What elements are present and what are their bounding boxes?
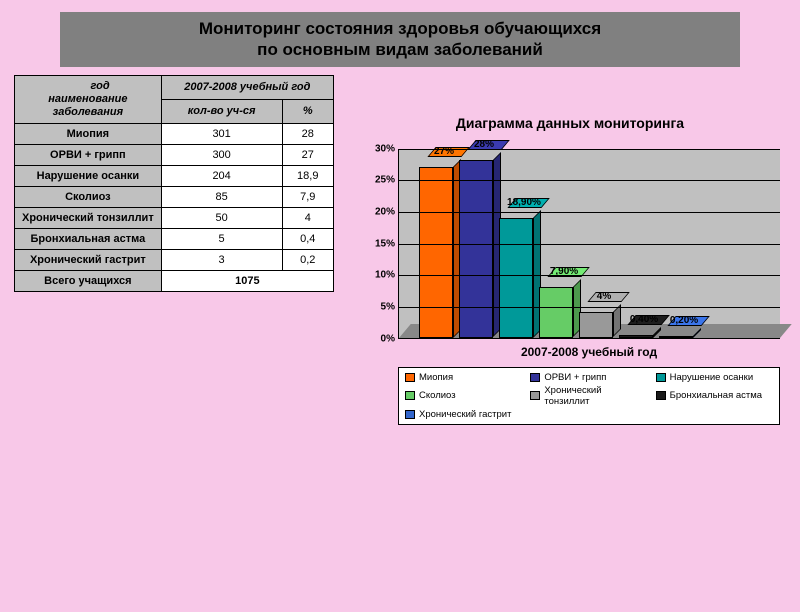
legend-item: Миопия xyxy=(405,372,522,383)
legend-label: Миопия xyxy=(419,372,453,383)
row-pct: 4 xyxy=(282,208,334,229)
legend-swatch xyxy=(656,373,666,382)
table-row: Миопия30128 xyxy=(15,124,334,145)
grid-line xyxy=(399,307,780,308)
col-pct-header: % xyxy=(282,99,334,123)
table-row: ОРВИ + грипп30027 xyxy=(15,145,334,166)
grid-line xyxy=(399,149,780,150)
table-row: Хронический тонзиллит504 xyxy=(15,208,334,229)
row-pct: 27 xyxy=(282,145,334,166)
bar: 27% xyxy=(419,148,453,338)
table-body: Миопия30128ОРВИ + грипп30027Нарушение ос… xyxy=(15,124,334,271)
legend-swatch xyxy=(405,410,415,419)
title-bar: Мониторинг состояния здоровья обучающихс… xyxy=(60,12,740,67)
row-pct: 28 xyxy=(282,124,334,145)
y-tick-label: 0% xyxy=(363,333,395,344)
chart-title: Диаграмма данных мониторинга xyxy=(354,115,786,131)
bar-front xyxy=(579,312,613,337)
title-line-1: Мониторинг состояния здоровья обучающихс… xyxy=(199,19,601,38)
bar: 0,40% xyxy=(619,148,653,338)
legend-item: Бронхиальная астма xyxy=(656,385,773,407)
legend-swatch xyxy=(405,373,415,382)
bar: 18,90% xyxy=(499,148,533,338)
bar-front xyxy=(619,335,653,338)
y-tick-label: 5% xyxy=(363,301,395,312)
chart-panel: Диаграмма данных мониторинга 27%28%18,90… xyxy=(354,75,786,425)
row-pct: 0,2 xyxy=(282,250,334,271)
row-count: 204 xyxy=(161,166,282,187)
y-tick-label: 15% xyxy=(363,238,395,249)
legend-label: ОРВИ + грипп xyxy=(544,372,606,383)
bar-front xyxy=(419,167,453,338)
row-count: 5 xyxy=(161,229,282,250)
corner-header: год наименование заболевания xyxy=(15,75,162,124)
y-tick-label: 25% xyxy=(363,175,395,186)
data-table: год наименование заболевания 2007-2008 у… xyxy=(14,75,334,293)
legend-swatch xyxy=(656,391,666,400)
grid-line xyxy=(399,244,780,245)
legend-label: Хронический тонзиллит xyxy=(544,385,647,407)
legend-label: Нарушение осанки xyxy=(670,372,753,383)
row-pct: 7,9 xyxy=(282,187,334,208)
table-row: Бронхиальная астма50,4 xyxy=(15,229,334,250)
bar: 7,90% xyxy=(539,148,573,338)
y-tick-label: 20% xyxy=(363,206,395,217)
bar-front xyxy=(499,218,533,338)
row-count: 300 xyxy=(161,145,282,166)
row-name: Хронический тонзиллит xyxy=(15,208,162,229)
row-name: Миопия xyxy=(15,124,162,145)
bar-front xyxy=(539,287,573,337)
row-count: 3 xyxy=(161,250,282,271)
row-pct: 0,4 xyxy=(282,229,334,250)
row-pct: 18,9 xyxy=(282,166,334,187)
row-name: Хронический гастрит xyxy=(15,250,162,271)
grid-line xyxy=(399,212,780,213)
total-value: 1075 xyxy=(161,271,333,292)
legend-label: Бронхиальная астма xyxy=(670,390,762,401)
chart-plot: 27%28%18,90%7,90%4%0,40%0,20% 0%5%10%15%… xyxy=(398,149,780,339)
bar-value-label: 0,20% xyxy=(649,315,719,326)
legend-label: Сколиоз xyxy=(419,390,456,401)
row-name: Сколиоз xyxy=(15,187,162,208)
legend-swatch xyxy=(530,373,540,382)
legend-item: Хронический тонзиллит xyxy=(530,385,647,407)
table-row: Нарушение осанки20418,9 xyxy=(15,166,334,187)
table-row: Хронический гастрит30,2 xyxy=(15,250,334,271)
row-count: 50 xyxy=(161,208,282,229)
title-line-2: по основным видам заболеваний xyxy=(257,40,543,59)
legend-swatch xyxy=(530,391,540,400)
bar: 28% xyxy=(459,148,493,338)
chart-wrap: 27%28%18,90%7,90%4%0,40%0,20% 0% 5% 10% 15%… xyxy=(360,149,780,425)
row-name: ОРВИ + грипп xyxy=(15,145,162,166)
grid-line xyxy=(399,180,780,181)
y-tick-label: 10% xyxy=(363,270,395,281)
bar-front xyxy=(459,160,493,337)
total-label: Всего учащихся xyxy=(15,271,162,292)
bar: 4% xyxy=(579,148,613,338)
legend-item: Нарушение осанки xyxy=(656,372,773,383)
col-count-header: кол-во уч-ся xyxy=(161,99,282,123)
table-row: Сколиоз857,9 xyxy=(15,187,334,208)
grid-line xyxy=(399,275,780,276)
chart-x-label: 2007-2008 учебный год xyxy=(398,345,780,359)
legend-item: ОРВИ + грипп xyxy=(530,372,647,383)
legend-item: Сколиоз xyxy=(405,385,522,407)
row-name: Бронхиальная астма xyxy=(15,229,162,250)
row-count: 85 xyxy=(161,187,282,208)
page-title: Мониторинг состояния здоровья обучающихс… xyxy=(70,18,730,61)
legend-swatch xyxy=(405,391,415,400)
legend-item: Хронический гастрит xyxy=(405,409,522,420)
row-name: Нарушение осанки xyxy=(15,166,162,187)
row-count: 301 xyxy=(161,124,282,145)
chart-legend: Миопия ОРВИ + грипп Нарушение осанки Сколио… xyxy=(398,367,780,425)
year-header: 2007-2008 учебный год xyxy=(161,75,333,99)
table-panel: год наименование заболевания 2007-2008 у… xyxy=(14,75,334,425)
y-tick-label: 30% xyxy=(363,143,395,154)
legend-label: Хронический гастрит xyxy=(419,409,511,420)
bar: 0,20% xyxy=(659,148,693,338)
content: год наименование заболевания 2007-2008 у… xyxy=(0,67,800,425)
bar-front xyxy=(659,336,693,338)
